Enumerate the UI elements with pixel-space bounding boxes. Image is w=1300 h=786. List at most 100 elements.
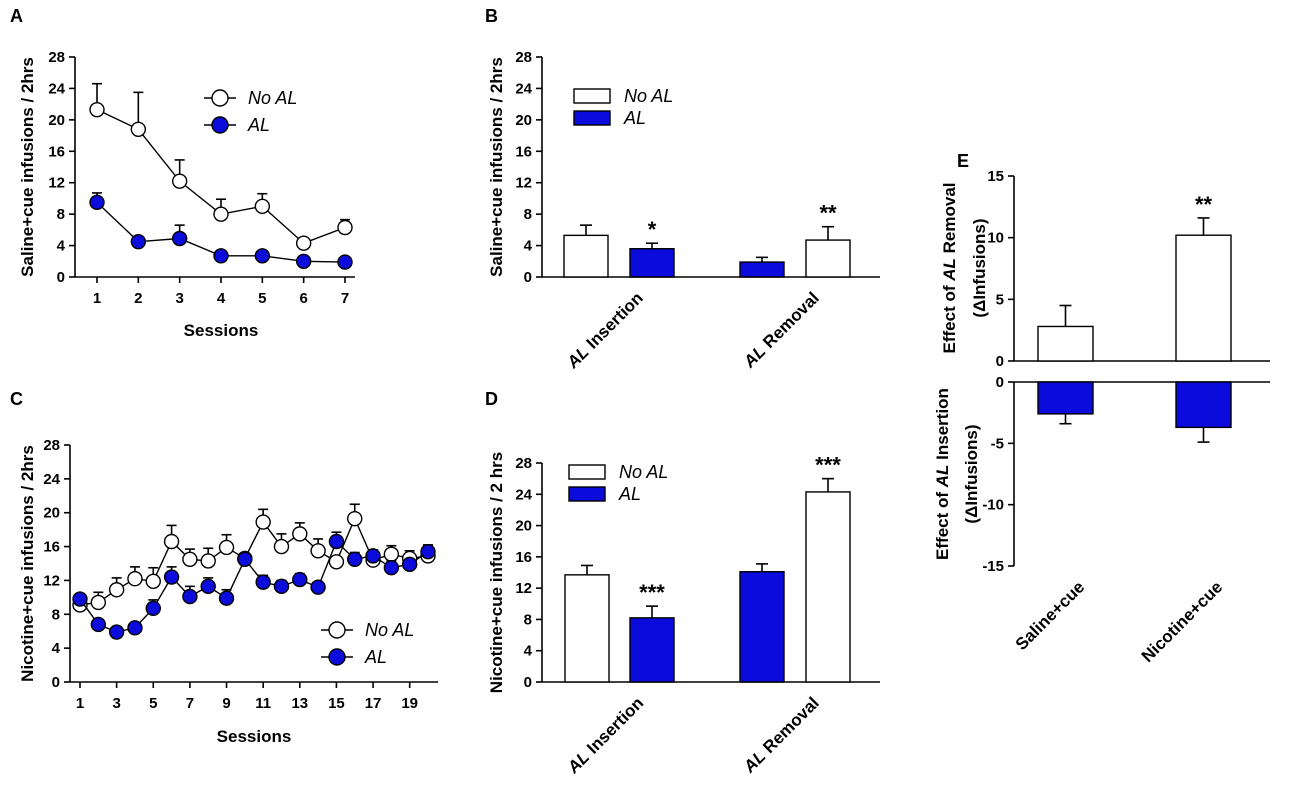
data-point-al-2 (90, 616, 107, 633)
label-part: Effect of (940, 281, 959, 354)
panel-B-y-tick-label: 20 (515, 112, 532, 129)
panel-D-y-tick-label: 4 (524, 643, 533, 660)
bar-al-1 (739, 571, 785, 683)
legend-al-label: AL (618, 484, 641, 504)
data-point-no-al-7 (337, 219, 353, 236)
data-point-al-6 (163, 569, 180, 585)
label-part: Insertion (933, 388, 952, 465)
data-point-no-al-11 (255, 514, 271, 530)
data-point-no-al-2 (130, 121, 147, 137)
panel-A-y-tick-label: 28 (48, 49, 65, 66)
panel-B-y-tick-label: 12 (515, 175, 532, 192)
data-point-al-9 (218, 590, 235, 606)
panel-A-y-tick-label: 24 (48, 80, 65, 97)
label-part: Saline+cue infusions / 2hrs (18, 57, 37, 277)
data-point-al-7 (182, 588, 198, 605)
panel-B-y-tick-label: 4 (524, 238, 533, 255)
panel-A-y-tick-label: 0 (57, 269, 65, 286)
x-tick-label: 11 (255, 695, 271, 712)
panel-A-y-tick-label: 8 (57, 206, 65, 223)
label-part: Nicotine+cue infusions / 2hrs (18, 445, 37, 682)
significance-marker: *** (639, 580, 665, 605)
bar-removal-0 (1037, 325, 1094, 362)
label-part: Insertion (580, 693, 648, 761)
legend-al-marker (328, 648, 346, 666)
y-axis-title: Saline+cue infusions / 2hrs (18, 57, 37, 277)
data-point-no-al-18 (383, 546, 400, 562)
legend-no-al-swatch (568, 464, 606, 480)
label-part: Effect of (933, 487, 952, 560)
panel-E-upper-y-tick-label: 5 (996, 291, 1004, 308)
data-point-no-al-2 (90, 594, 107, 611)
panel-A-y-tick-label: 12 (48, 175, 65, 192)
panel-D-y-tick-label: 28 (515, 455, 532, 472)
y-axis-title: Nicotine+cue infusions / 2 hrs (487, 452, 506, 693)
panel-E-upper-y-tick-label: 0 (996, 353, 1004, 370)
data-point-no-al-15 (328, 554, 345, 570)
data-point-no-al-6 (163, 533, 180, 550)
data-point-al-3 (171, 230, 188, 247)
data-point-no-al-4 (127, 571, 143, 587)
label-part: Nicotine+cue infusions / 2 hrs (487, 452, 506, 693)
data-point-no-al-5 (254, 198, 271, 214)
panel-B-y-tick-label: 24 (515, 80, 532, 97)
panel-E-lower-y-tick-label: -15 (982, 558, 1004, 575)
panel-C-y-tick-label: 0 (52, 674, 60, 691)
x-tick-label: 2 (134, 290, 142, 307)
data-point-no-al-3 (171, 173, 188, 189)
panel-E-upper-y-tick-label: 10 (987, 230, 1004, 247)
bar-al-1 (739, 261, 785, 278)
bar-no-al-0 (563, 234, 609, 278)
data-point-no-al-9 (218, 539, 235, 556)
panel-E-lower-y-tick-label: -5 (991, 435, 1004, 452)
significance-marker: *** (815, 453, 841, 478)
panel-D-y-tick-label: 16 (515, 549, 532, 566)
panel-E-lower-y-tick-label: 0 (996, 374, 1004, 391)
data-point-al-8 (200, 578, 216, 595)
panel-letter-B: B (485, 6, 498, 26)
panel-A-y-tick-label: 16 (48, 143, 65, 160)
panel-B-y-tick-label: 8 (524, 206, 532, 223)
data-point-al-3 (108, 624, 125, 640)
y-axis-title-upper-unit: (ΔInfusions) (970, 218, 989, 317)
panel-D-y-tick-label: 8 (524, 611, 532, 628)
bar-no-al-1 (805, 239, 851, 278)
legend-no-al-marker (328, 621, 346, 639)
bar-al-0 (629, 617, 675, 683)
panel-C-y-tick-label: 16 (43, 539, 60, 556)
x-tick-label: 1 (76, 695, 84, 712)
data-point-al-15 (328, 533, 345, 550)
x-tick-label: 1 (93, 290, 101, 307)
x-axis-title: Sessions (184, 321, 259, 340)
panel-letter-C: C (10, 389, 23, 409)
panel-B: B 0 4 8 12 16 20 24 28 Saline+cue infusions / 2hr… (485, 6, 880, 373)
label-part: Insertion (579, 288, 647, 356)
category-label: Nicotine+cue (1138, 577, 1227, 666)
bar-no-al-0 (564, 574, 610, 683)
data-point-no-al-13 (292, 526, 308, 542)
panel-D-y-tick-label: 0 (524, 674, 532, 691)
panel-C-y-tick-label: 24 (43, 471, 60, 488)
category-label: AL Removal (739, 693, 823, 777)
legend-al-swatch (568, 486, 606, 502)
panel-D-y-tick-label: 24 (515, 486, 532, 503)
category-label: AL Insertion (563, 693, 647, 777)
y-axis-title-upper: Effect of AL Removal (940, 183, 959, 354)
data-point-al-5 (145, 600, 161, 617)
panel-letter-A: A (10, 6, 23, 26)
category-label: AL Removal (739, 288, 823, 372)
data-point-al-4 (127, 620, 143, 636)
x-axis-title: Sessions (217, 727, 292, 746)
panel-B-y-tick-label: 16 (515, 143, 532, 160)
legend-no-al-label: No AL (365, 620, 414, 640)
data-point-no-al-1 (89, 101, 105, 118)
label-part: Removal (756, 693, 823, 760)
y-axis-title-lower: Effect of AL Insertion (933, 388, 952, 560)
panel-E-lower-y-tick-label: -10 (982, 497, 1004, 514)
panel-D: D 0 4 8 12 16 20 24 28 Nicotine+cue infusions / 2… (485, 389, 880, 778)
legend-no-al-marker (211, 89, 229, 107)
panel-C-y-tick-label: 12 (43, 572, 60, 589)
data-point-no-al-7 (182, 551, 198, 567)
